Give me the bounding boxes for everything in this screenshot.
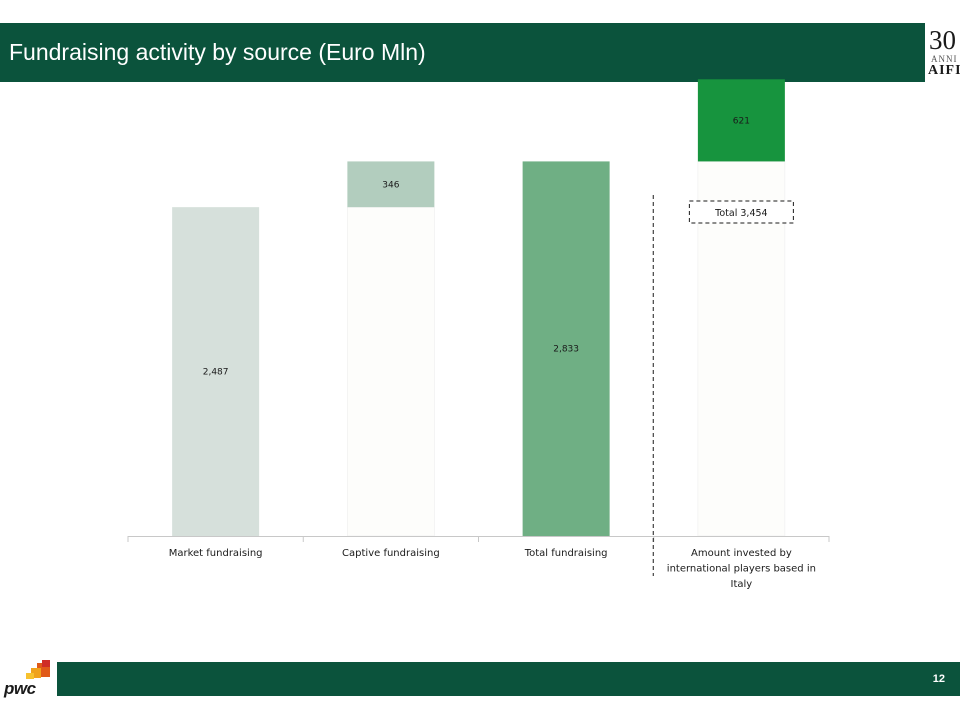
bar-base-offset — [347, 206, 435, 537]
bar — [172, 207, 260, 536]
x-tick-label: Captive fundraising — [342, 548, 440, 559]
bar-value-label: 2,487 — [203, 368, 229, 378]
pwc-wordmark: pwc — [4, 679, 36, 698]
x-tick-label: Amount invested by international players … — [667, 548, 816, 590]
aifi-logo-number: 30 — [929, 26, 956, 55]
page-title: Fundraising activity by source (Euro Mln… — [9, 39, 426, 65]
total-annotation-box — [688, 200, 794, 224]
bar — [347, 161, 435, 208]
bar — [697, 79, 785, 162]
bar-value-label: 2,833 — [553, 345, 579, 355]
x-tick-label: Total fundraising — [524, 548, 608, 559]
pwc-logo: pwc — [4, 659, 54, 699]
bar-base-offset — [697, 161, 786, 537]
pwc-logo-mark — [26, 660, 50, 679]
fundraising-chart: 2,487 2,833 346 621 Market fundraising Captiv… — [127, 79, 830, 590]
page-number: 12 — [932, 673, 945, 685]
aifi-logo-name: AIFI — [928, 63, 960, 78]
footer-bar: 12 — [57, 662, 960, 696]
bar-value-label: 621 — [733, 116, 750, 126]
title-bar: Fundraising activity by source (Euro Mln… — [0, 23, 925, 82]
aifi-logo-anni: ANNI — [931, 54, 958, 64]
x-tick-label: Market fundraising — [169, 548, 263, 559]
total-annotation-label: Total 3,454 — [714, 208, 767, 219]
bar-value-label: 346 — [382, 180, 399, 190]
bar — [522, 161, 610, 537]
aifi-logo: 30 ANNI AIFI — [927, 26, 960, 82]
